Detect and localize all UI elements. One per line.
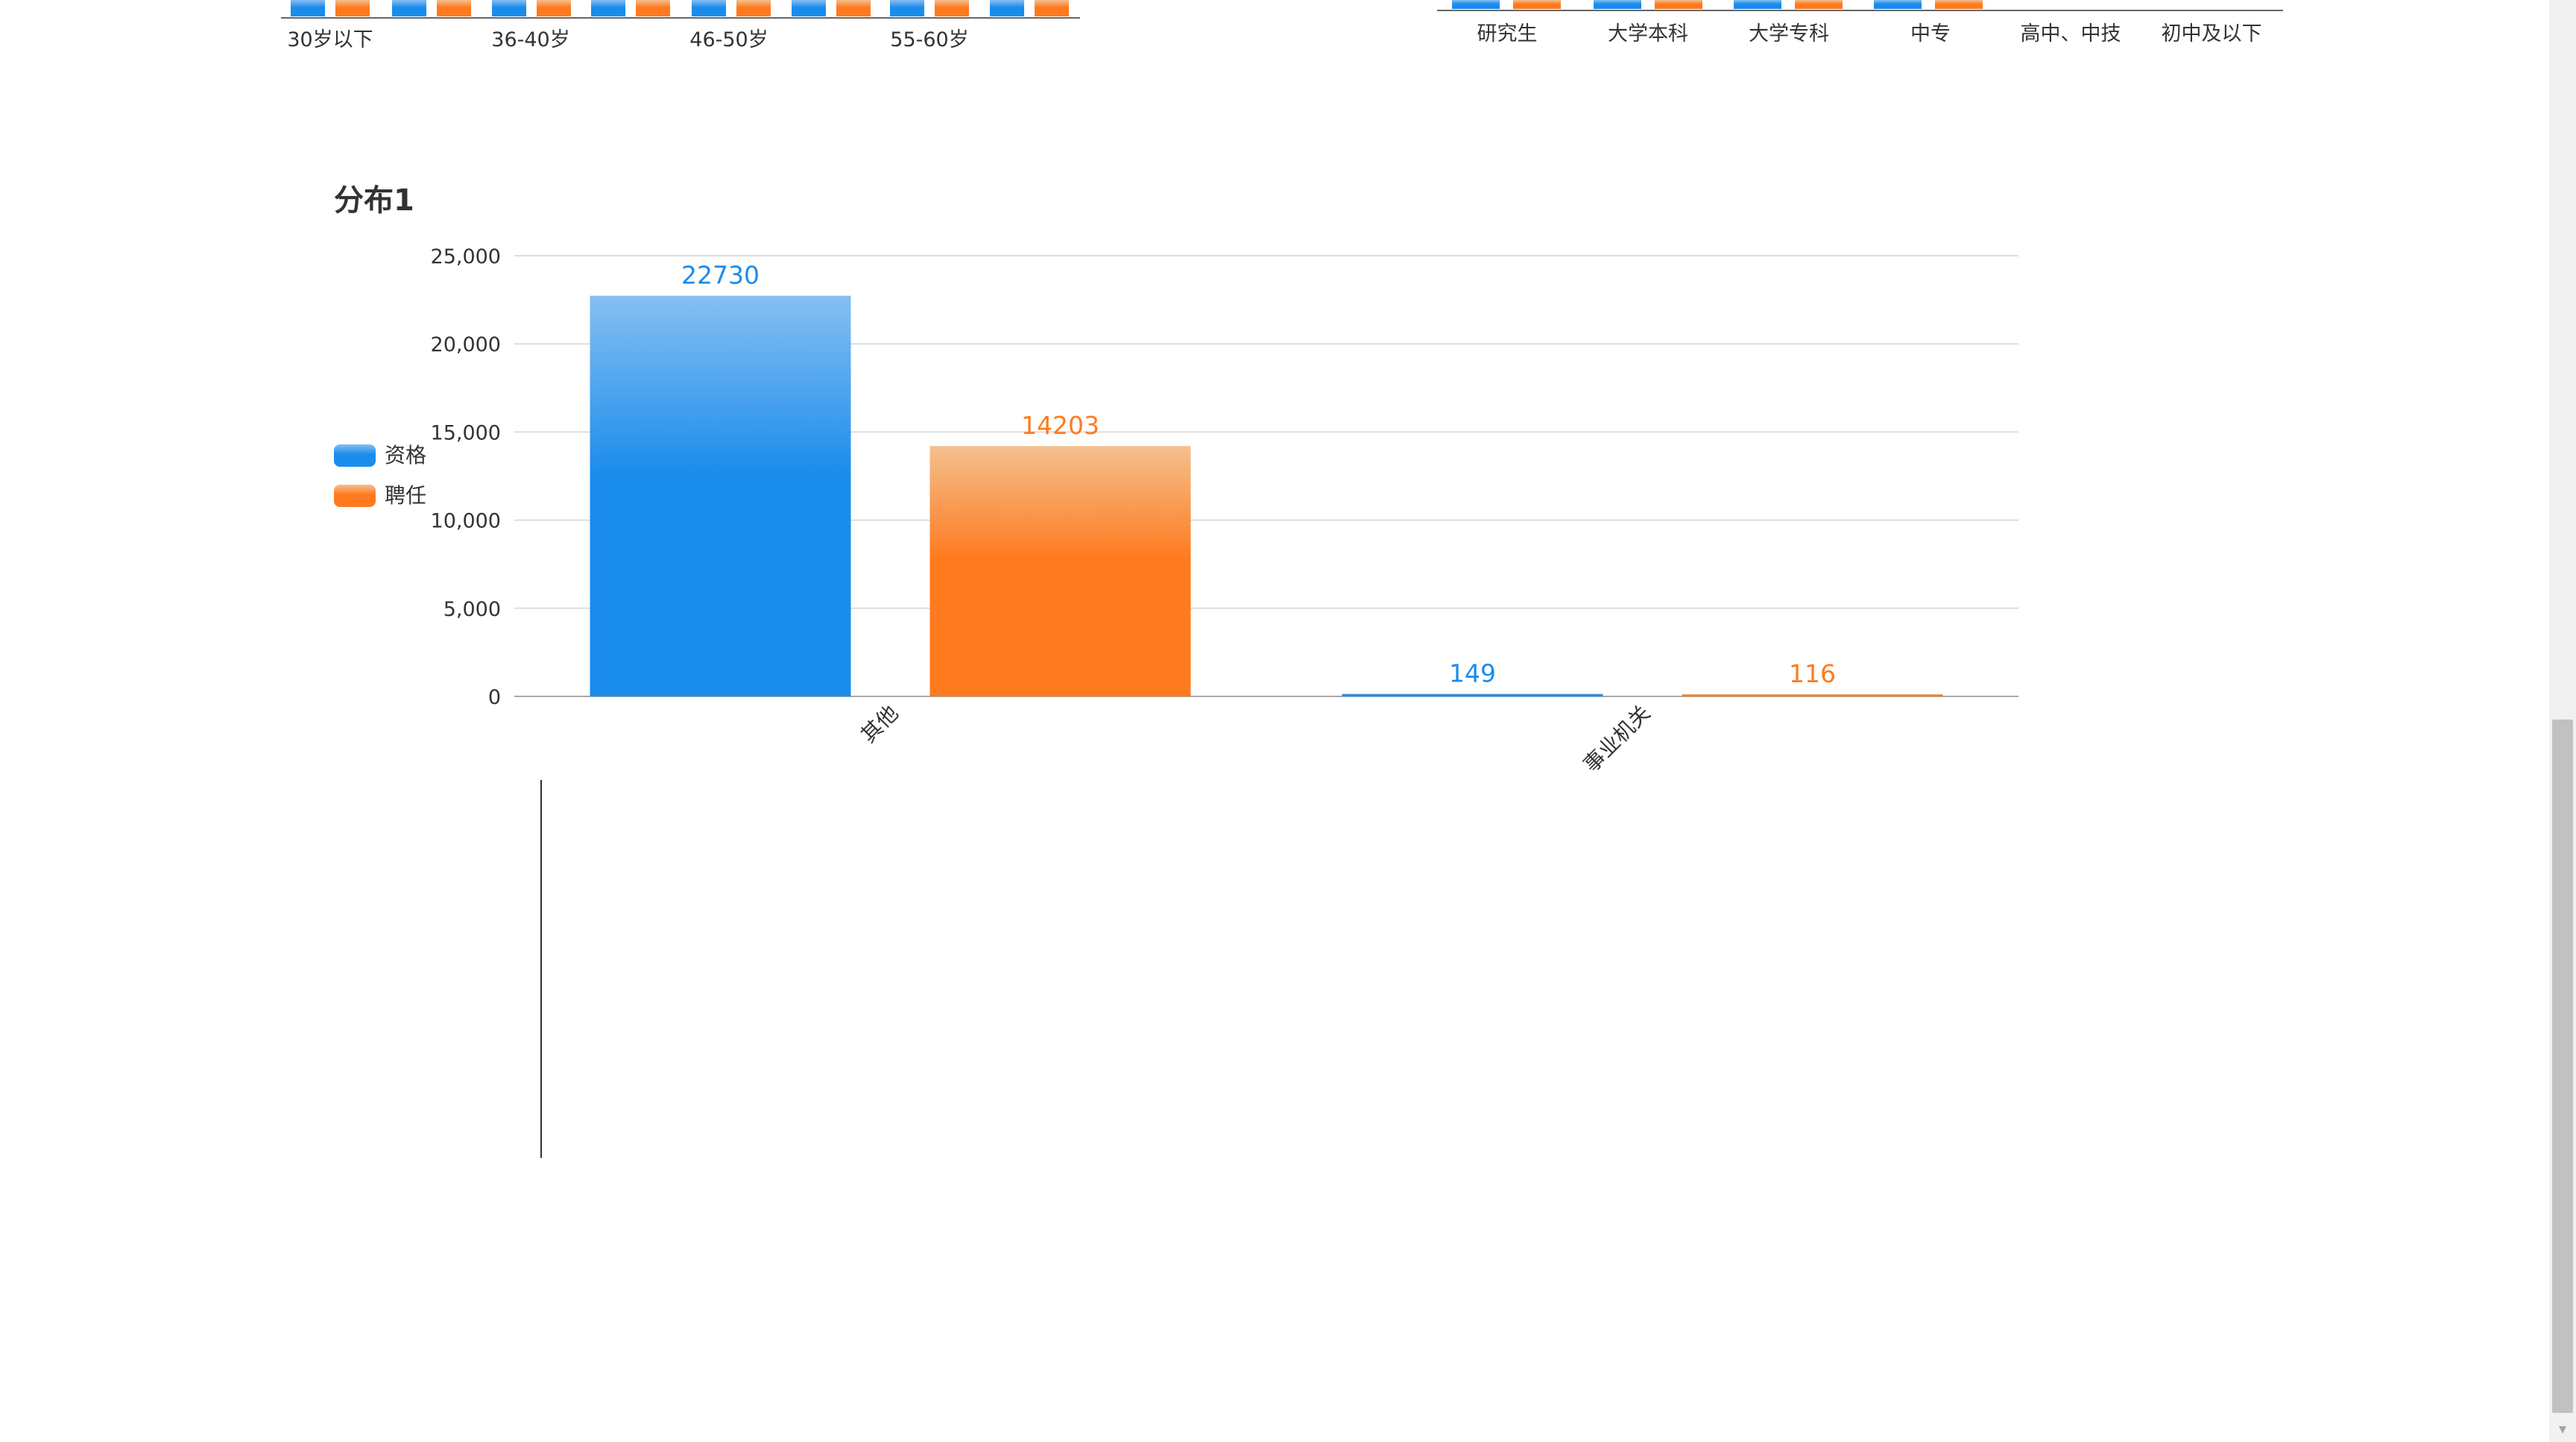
legend-item-employment[interactable]: 聘任 xyxy=(334,483,426,508)
legend: 资格 聘任 xyxy=(334,443,426,508)
top-right-bar-employment[interactable] xyxy=(1795,0,1843,9)
top-left-bar-qualification[interactable] xyxy=(692,0,726,16)
top-left-bar-qualification[interactable] xyxy=(591,0,625,16)
y-tick-label: 5,000 xyxy=(443,598,501,621)
top-left-chart: 30岁以下 36-40岁 46-50岁 55-60岁 xyxy=(281,0,1080,51)
top-left-bar-employment[interactable] xyxy=(636,0,670,16)
top-left-bar-employment[interactable] xyxy=(935,0,969,16)
top-left-bar-qualification[interactable] xyxy=(890,0,924,16)
data-label: 149 xyxy=(1449,658,1496,687)
x-tick-label: 其他 xyxy=(856,701,903,748)
legend-swatch-employment xyxy=(334,485,376,507)
top-left-bar-employment[interactable] xyxy=(437,0,471,16)
data-label: 116 xyxy=(1789,659,1836,688)
top-left-bar-employment[interactable] xyxy=(736,0,771,16)
chart-title: 分布1 xyxy=(334,183,414,218)
top-right-x-tick-label: 中专 xyxy=(1910,22,1951,45)
y-tick-label: 20,000 xyxy=(431,333,501,356)
bar-employment[interactable] xyxy=(929,446,1191,696)
y-tick-label: 25,000 xyxy=(431,245,501,268)
top-right-bar-qualification[interactable] xyxy=(1452,0,1500,9)
bar-qualification[interactable] xyxy=(1342,693,1603,696)
top-right-x-tick-label: 初中及以下 xyxy=(2162,22,2262,45)
top-left-bar-qualification[interactable] xyxy=(492,0,526,16)
top-left-bar-employment[interactable] xyxy=(537,0,571,16)
top-right-bar-employment[interactable] xyxy=(1513,0,1561,9)
top-right-chart: 研究生 大学本科 大学专科 中专 高中、中技 初中及以下 xyxy=(1437,0,2283,45)
top-left-bar-employment[interactable] xyxy=(1035,0,1069,16)
top-left-x-tick-label: 55-60岁 xyxy=(890,28,968,51)
top-right-bar-employment[interactable] xyxy=(1655,0,1702,9)
scroll-down-arrow-icon[interactable]: ▾ xyxy=(2558,1420,2567,1438)
legend-item-qualification[interactable]: 资格 xyxy=(334,443,426,467)
top-right-bar-qualification[interactable] xyxy=(1734,0,1781,9)
top-left-x-tick-label: 30岁以下 xyxy=(287,28,373,51)
top-right-x-tick-label: 大学专科 xyxy=(1749,22,1829,45)
top-right-x-tick-label: 高中、中技 xyxy=(2021,22,2121,45)
top-left-x-tick-label: 46-50岁 xyxy=(689,28,768,51)
y-tick-label: 10,000 xyxy=(431,510,501,533)
legend-label-qualification: 资格 xyxy=(385,443,426,467)
vertical-scrollbar[interactable]: ▾ xyxy=(2549,0,2576,1442)
top-left-bar-qualification[interactable] xyxy=(291,0,325,16)
top-right-x-tick-label: 大学本科 xyxy=(1608,22,1688,45)
main-chart: 分布1 0 5,000 10,000 15,000 20,000 25,000 22730… xyxy=(334,183,2018,777)
y-tick-label: 0 xyxy=(488,686,501,709)
top-right-x-tick-label: 研究生 xyxy=(1477,22,1538,45)
bar-qualification[interactable] xyxy=(590,295,851,696)
top-left-bar-employment[interactable] xyxy=(335,0,370,16)
top-left-bar-qualification[interactable] xyxy=(990,0,1024,16)
top-right-bar-qualification[interactable] xyxy=(1594,0,1641,9)
top-left-x-tick-label: 36-40岁 xyxy=(491,28,569,51)
top-right-bar-employment[interactable] xyxy=(1935,0,1983,9)
top-right-bar-qualification[interactable] xyxy=(1874,0,1922,9)
bar-employment[interactable] xyxy=(1682,694,1943,696)
top-left-bar-qualification[interactable] xyxy=(792,0,826,16)
top-left-bar-qualification[interactable] xyxy=(392,0,426,16)
legend-label-employment: 聘任 xyxy=(385,483,426,508)
data-label: 22730 xyxy=(681,261,760,290)
data-label: 14203 xyxy=(1021,411,1099,440)
y-tick-label: 15,000 xyxy=(431,421,501,444)
scrollbar-thumb[interactable] xyxy=(2552,720,2573,1413)
legend-swatch-qualification xyxy=(334,444,376,467)
top-left-bar-employment[interactable] xyxy=(836,0,871,16)
x-tick-label: 事业机关 xyxy=(1579,701,1655,778)
